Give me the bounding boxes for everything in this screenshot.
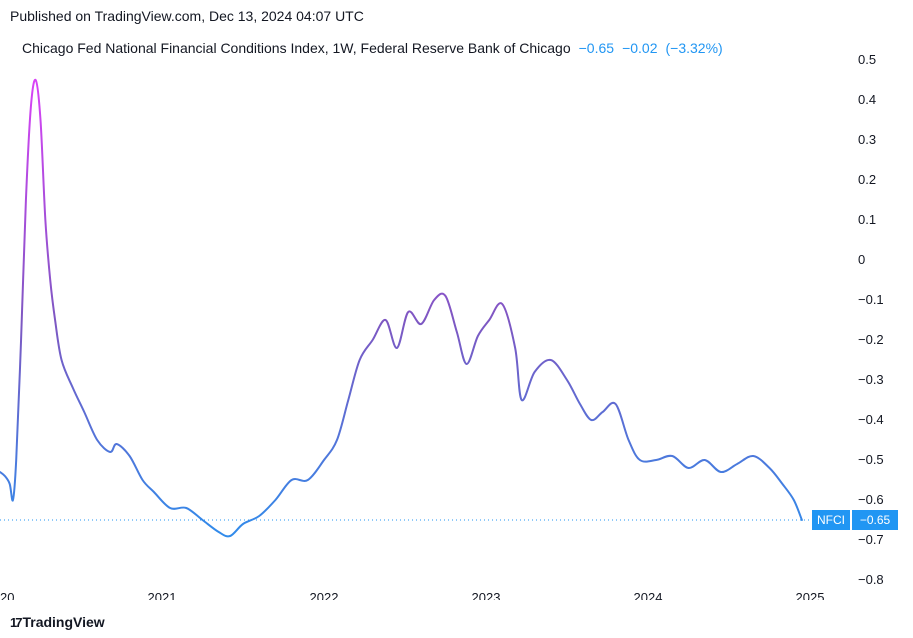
svg-text:NFCI: NFCI — [817, 513, 845, 527]
branding: 17 TradingView — [10, 614, 105, 630]
chart-page: Published on TradingView.com, Dec 13, 20… — [0, 0, 913, 638]
svg-text:−0.7: −0.7 — [858, 532, 884, 547]
svg-text:2024: 2024 — [634, 590, 663, 600]
tradingview-logo-icon: 17 — [10, 615, 18, 630]
svg-text:−0.2: −0.2 — [858, 332, 884, 347]
branding-text: TradingView — [22, 614, 104, 630]
svg-text:2020: 2020 — [0, 590, 14, 600]
svg-text:2025: 2025 — [796, 590, 825, 600]
svg-text:2021: 2021 — [148, 590, 177, 600]
svg-text:0.2: 0.2 — [858, 172, 876, 187]
line-chart: 0.5 0.4 0.3 0.2 0.1 0 −0.1 −0.2 −0.3 −0.4 −0.5 −0.6… — [0, 40, 913, 600]
svg-text:0.4: 0.4 — [858, 92, 876, 107]
svg-text:2022: 2022 — [310, 590, 339, 600]
svg-text:−0.3: −0.3 — [858, 372, 884, 387]
svg-text:−0.1: −0.1 — [858, 292, 884, 307]
svg-text:0: 0 — [858, 252, 865, 267]
svg-text:−0.4: −0.4 — [858, 412, 884, 427]
svg-text:−0.5: −0.5 — [858, 452, 884, 467]
svg-text:0.1: 0.1 — [858, 212, 876, 227]
svg-text:0.3: 0.3 — [858, 132, 876, 147]
svg-text:2023: 2023 — [472, 590, 501, 600]
svg-text:0.5: 0.5 — [858, 52, 876, 67]
svg-text:−0.65: −0.65 — [860, 513, 891, 527]
price-tag: NFCI −0.65 — [812, 510, 898, 530]
published-caption: Published on TradingView.com, Dec 13, 20… — [10, 8, 364, 24]
svg-text:−0.8: −0.8 — [858, 572, 884, 587]
svg-text:−0.6: −0.6 — [858, 492, 884, 507]
